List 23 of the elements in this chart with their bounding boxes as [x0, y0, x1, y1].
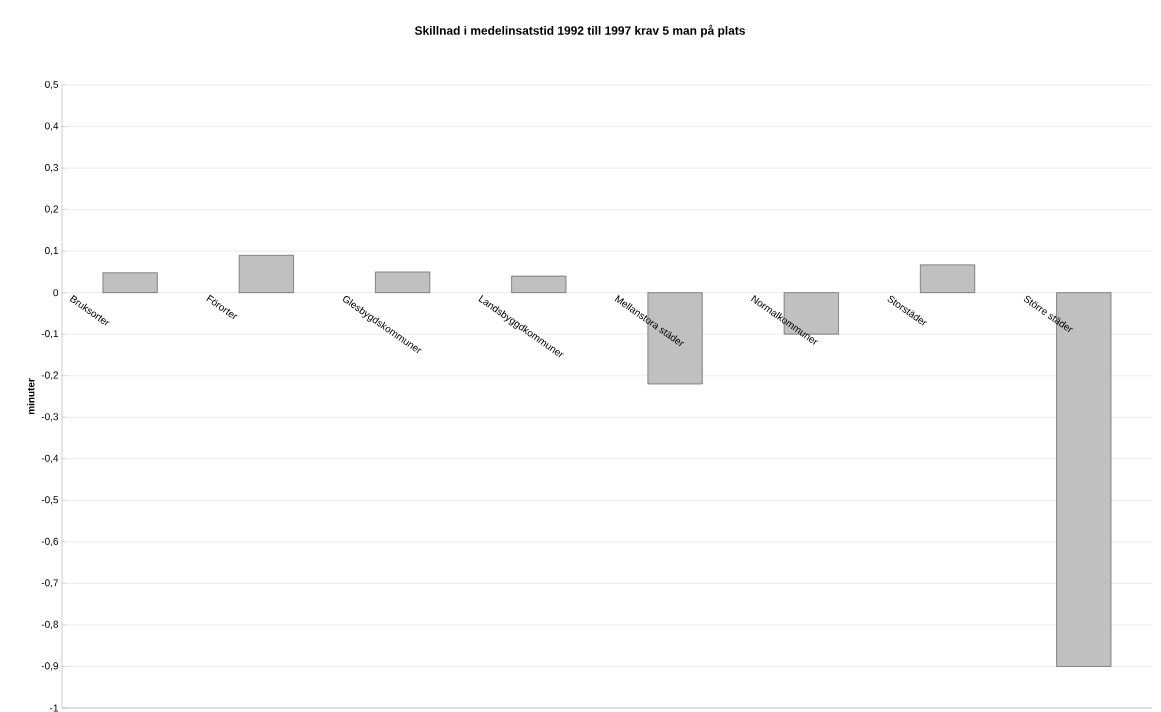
- y-tick-label: 0,2: [45, 205, 58, 214]
- y-tick-label: 0,4: [45, 122, 59, 131]
- bar: [511, 275, 567, 293]
- y-tick-label: -0,3: [41, 413, 59, 422]
- y-tick-label: -0,7: [41, 579, 58, 588]
- y-tick-label: 0,5: [45, 80, 59, 90]
- bar: [375, 271, 431, 293]
- bar: [920, 264, 976, 293]
- bar: [102, 272, 158, 293]
- y-tick-label: -0,8: [41, 620, 59, 630]
- y-tick-label: 0,1: [45, 247, 58, 256]
- bar: [238, 255, 294, 293]
- y-tick-label: 0,3: [45, 163, 59, 173]
- y-tick-label: 0: [53, 289, 59, 297]
- chart-title: Skillnad i medelinsatstid 1992 till 1997 krav 5 man på plats: [414, 24, 745, 38]
- y-tick-label: -0,9: [41, 662, 59, 671]
- y-tick-label: -1: [50, 704, 58, 712]
- y-tick-label: -0,2: [41, 371, 58, 380]
- y-tick-label: -0,1: [41, 330, 58, 339]
- y-tick-label: -0,4: [41, 454, 59, 463]
- y-tick-label: -0,5: [41, 496, 59, 505]
- y-axis-title: minuter: [27, 378, 35, 415]
- y-tick-label: -0,6: [41, 537, 59, 546]
